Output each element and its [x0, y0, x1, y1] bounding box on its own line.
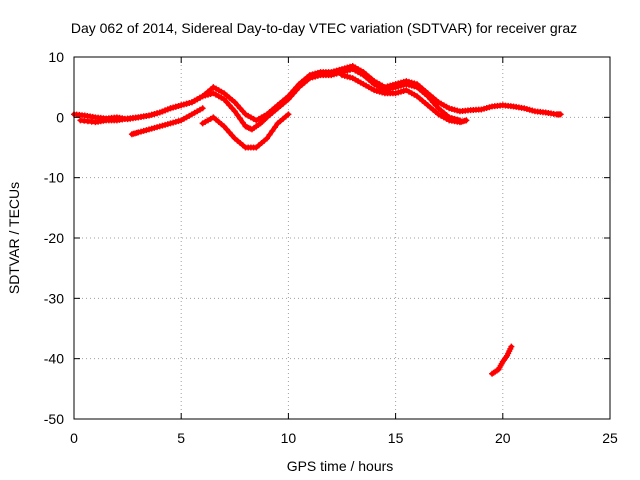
data-point: [231, 99, 238, 106]
y-tick-label: 10: [48, 49, 64, 65]
data-point: [234, 112, 241, 119]
data-point: [221, 123, 228, 130]
data-point: [269, 127, 276, 134]
data-point: [288, 93, 295, 100]
data-point: [239, 119, 246, 126]
data-point: [285, 111, 292, 118]
data-point: [424, 93, 431, 100]
series-F: [489, 343, 515, 377]
data-point: [266, 131, 273, 138]
x-tick-label: 0: [70, 430, 78, 446]
data-point: [223, 126, 230, 133]
y-tick-label: -40: [44, 351, 64, 367]
y-tick-label: -50: [44, 411, 64, 427]
x-tick-label: 20: [495, 430, 511, 446]
y-tick-label: 0: [56, 109, 64, 125]
data-point: [272, 124, 278, 131]
data-point: [285, 96, 292, 103]
data-point: [226, 102, 233, 109]
series-C: [128, 105, 206, 138]
x-axis-label: GPS time / hours: [287, 458, 394, 474]
chart-title: Day 062 of 2014, Sidereal Day-to-day VTE…: [71, 20, 577, 36]
y-tick-label: -30: [44, 290, 64, 306]
data-point: [229, 132, 236, 139]
y-tick-label: -20: [44, 230, 64, 246]
data-point: [463, 117, 470, 124]
data-point: [432, 102, 439, 109]
series-D: [199, 111, 292, 151]
data-point: [427, 96, 434, 103]
data-point: [239, 108, 246, 115]
data-point: [237, 115, 244, 122]
data-point: [430, 99, 437, 106]
data-point: [234, 102, 241, 109]
data-point: [508, 343, 515, 350]
data-point: [223, 99, 230, 106]
series-E: [339, 72, 470, 126]
data-point: [557, 111, 564, 118]
data-point: [226, 129, 233, 136]
axes: 0 5 10 15 20 25 -50 -40 -30 -20 -10 0 10: [44, 49, 618, 446]
data-point: [221, 96, 228, 103]
x-tick-label: 10: [281, 430, 297, 446]
data-point: [293, 87, 300, 94]
y-tick-label: -10: [44, 170, 64, 186]
x-tick-label: 15: [388, 430, 404, 446]
grid: [74, 57, 610, 419]
x-tick-label: 25: [602, 430, 618, 446]
y-axis-label: SDTVAR / TECUs: [6, 182, 22, 294]
data-points: [71, 63, 564, 377]
data-point: [290, 90, 297, 97]
data-point: [199, 105, 206, 112]
data-point: [231, 108, 238, 115]
x-tick-label: 5: [177, 430, 185, 446]
data-point: [263, 135, 270, 142]
data-point: [237, 105, 244, 112]
data-point: [229, 105, 236, 112]
